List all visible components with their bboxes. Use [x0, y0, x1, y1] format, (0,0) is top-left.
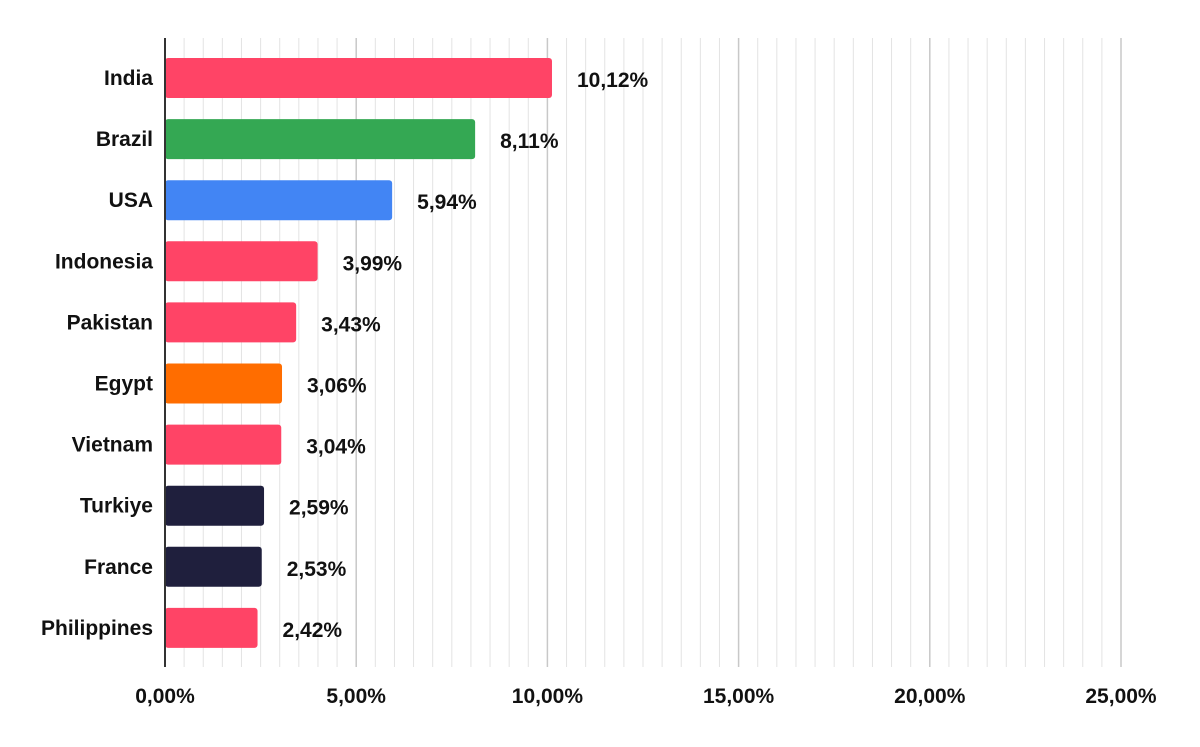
- category-label: France: [84, 556, 153, 579]
- x-tick-label: 0,00%: [135, 685, 195, 708]
- value-label: 3,06%: [307, 375, 367, 398]
- category-label: India: [104, 67, 153, 90]
- bar-india: [165, 58, 552, 98]
- bar-egypt: [165, 363, 283, 404]
- bar-vietnam: [165, 424, 282, 465]
- value-label: 2,42%: [283, 619, 343, 642]
- bar-indonesia: [165, 241, 318, 282]
- category-label: Brazil: [96, 128, 153, 151]
- category-label: Philippines: [41, 617, 153, 640]
- category-label: Pakistan: [67, 311, 153, 334]
- bar-france: [165, 546, 262, 587]
- x-tick-label: 5,00%: [326, 685, 386, 708]
- value-label: 5,94%: [417, 191, 477, 214]
- x-tick-label: 15,00%: [703, 685, 775, 708]
- bar-layer: [165, 58, 552, 648]
- x-tick-label: 20,00%: [894, 685, 966, 708]
- value-label: 3,04%: [306, 436, 366, 459]
- x-tick-label: 10,00%: [512, 685, 584, 708]
- category-label: Turkiye: [80, 495, 153, 518]
- value-label: 8,11%: [500, 130, 559, 153]
- value-label: 10,12%: [577, 69, 649, 92]
- value-label: 2,59%: [289, 497, 349, 520]
- value-label: 2,53%: [287, 558, 347, 581]
- bar-pakistan: [165, 302, 297, 343]
- value-label: 3,43%: [321, 313, 381, 336]
- bar-philippines: [165, 607, 258, 648]
- category-label: Egypt: [95, 373, 153, 396]
- bar-usa: [165, 180, 393, 221]
- bar-turkiye: [165, 485, 265, 526]
- label-layer: India 10,12% Brazil 8,11% USA 5,94% Indonesia 3…: [41, 67, 1157, 708]
- category-label: USA: [109, 189, 153, 212]
- category-label: Vietnam: [72, 434, 153, 457]
- value-label: 3,99%: [343, 252, 403, 275]
- category-label: Indonesia: [55, 250, 153, 273]
- bar-brazil: [165, 119, 476, 160]
- x-tick-label: 25,00%: [1085, 685, 1157, 708]
